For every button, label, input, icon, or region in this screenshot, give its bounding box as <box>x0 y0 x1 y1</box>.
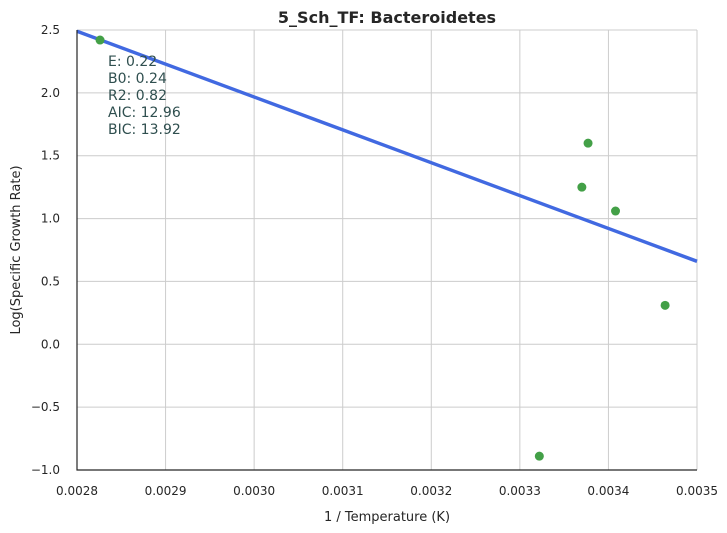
y-tick-label: 2.5 <box>41 23 60 37</box>
x-tick-label: 0.0032 <box>410 484 452 498</box>
y-tick-label: 1.0 <box>41 212 60 226</box>
y-tick-labels: −1.0 −0.5 0.0 0.5 1.0 1.5 2.0 2.5 <box>31 23 60 477</box>
data-point <box>95 35 105 45</box>
fit-stats: E: 0.22 B0: 0.24 R2: 0.82 AIC: 12.96 BIC… <box>108 54 181 138</box>
y-tick-label: 0.5 <box>41 274 60 288</box>
chart-title: 5_Sch_TF: Bacteroidetes <box>278 8 496 27</box>
x-tick-label: 0.0033 <box>499 484 541 498</box>
x-tick-label: 0.0031 <box>322 484 364 498</box>
y-tick-label: 2.0 <box>41 86 60 100</box>
stat-e: E: 0.22 <box>108 54 157 70</box>
fit-line <box>76 29 698 263</box>
axes <box>76 30 697 471</box>
x-tick-label: 0.0035 <box>676 484 718 498</box>
data-point <box>583 138 593 148</box>
x-tick-label: 0.0029 <box>145 484 187 498</box>
stat-aic: AIC: 12.96 <box>108 105 181 121</box>
y-tick-label: 0.0 <box>41 337 60 351</box>
y-axis-label: Log(Specific Growth Rate) <box>9 165 24 334</box>
y-tick-label: −1.0 <box>31 463 60 477</box>
grid <box>76 29 698 471</box>
stat-r2: R2: 0.82 <box>108 88 167 104</box>
stat-b0: B0: 0.24 <box>108 71 167 87</box>
y-tick-label: −0.5 <box>31 400 60 414</box>
data-point <box>611 206 621 216</box>
stat-bic: BIC: 13.92 <box>108 122 181 138</box>
fit-line-group <box>76 29 698 263</box>
y-tick-label: 1.5 <box>41 149 60 163</box>
data-point <box>577 182 587 192</box>
x-tick-label: 0.0030 <box>233 484 275 498</box>
points-group <box>95 35 670 461</box>
x-tick-labels: 0.0028 0.0029 0.0030 0.0031 0.0032 0.0033 0.00… <box>56 484 718 498</box>
data-point <box>534 451 544 461</box>
x-tick-label: 0.0034 <box>587 484 629 498</box>
data-point <box>660 300 670 310</box>
x-axis-label: 1 / Temperature (K) <box>324 510 450 525</box>
x-tick-label: 0.0028 <box>56 484 98 498</box>
